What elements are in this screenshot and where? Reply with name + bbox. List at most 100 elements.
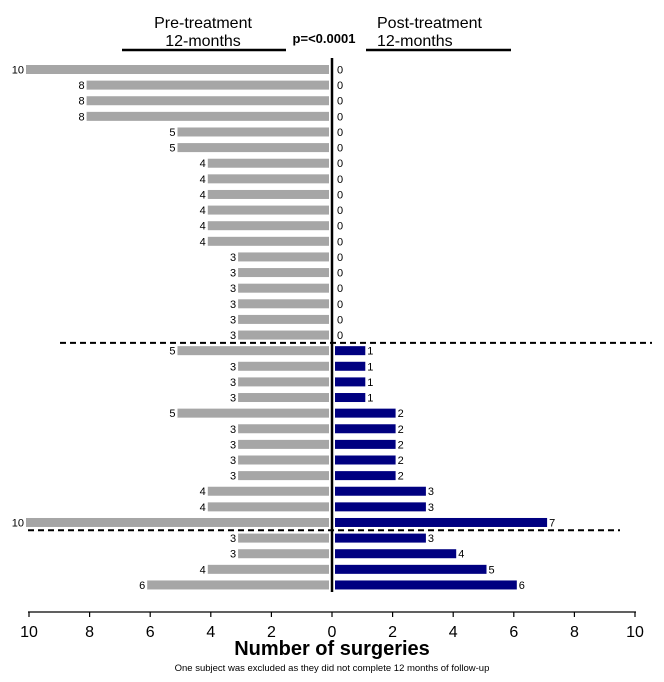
post-treatment-bar bbox=[335, 424, 396, 434]
pre-treatment-value-label: 3 bbox=[230, 377, 236, 389]
post-treatment-value-label: 2 bbox=[398, 471, 404, 483]
pre-treatment-value-label: 3 bbox=[230, 455, 236, 467]
x-tick-label: 8 bbox=[570, 624, 579, 641]
post-treatment-value-label: 0 bbox=[337, 283, 343, 295]
post-treatment-value-label: 0 bbox=[337, 221, 343, 233]
pre-treatment-value-label: 5 bbox=[169, 127, 175, 139]
pre-treatment-bar bbox=[238, 439, 329, 449]
post-treatment-value-label: 0 bbox=[337, 143, 343, 155]
pre-treatment-bar bbox=[207, 221, 329, 231]
post-treatment-value-label: 1 bbox=[367, 377, 373, 389]
pre-treatment-value-label: 4 bbox=[200, 236, 206, 248]
pre-treatment-value-label: 5 bbox=[169, 346, 175, 358]
pre-treatment-bar bbox=[238, 268, 329, 278]
pre-treatment-value-label: 3 bbox=[230, 549, 236, 561]
pre-treatment-bar bbox=[86, 96, 329, 106]
post-treatment-value-label: 2 bbox=[398, 439, 404, 451]
post-treatment-bar bbox=[335, 502, 426, 512]
pre-treatment-bar bbox=[238, 377, 329, 387]
post-treatment-label-line1: Post-treatment bbox=[377, 15, 482, 32]
pre-treatment-bar bbox=[238, 330, 329, 340]
post-treatment-value-label: 0 bbox=[337, 314, 343, 326]
post-treatment-bar bbox=[335, 361, 366, 371]
pre-treatment-value-label: 3 bbox=[230, 439, 236, 451]
pre-treatment-bar bbox=[238, 471, 329, 481]
pre-treatment-bar bbox=[177, 346, 329, 356]
post-treatment-value-label: 3 bbox=[428, 502, 434, 514]
post-treatment-value-label: 0 bbox=[337, 299, 343, 311]
pre-treatment-bar bbox=[238, 252, 329, 262]
post-treatment-value-label: 0 bbox=[337, 158, 343, 170]
pre-treatment-bar bbox=[238, 424, 329, 434]
pre-treatment-bar bbox=[26, 517, 329, 527]
post-treatment-value-label: 2 bbox=[398, 455, 404, 467]
pre-treatment-bar bbox=[207, 236, 329, 246]
x-axis-ticks: 10 8 6 4 2 0 2 4 6 8 10 bbox=[20, 612, 644, 641]
post-treatment-bar bbox=[335, 471, 396, 481]
pre-treatment-bar bbox=[207, 486, 329, 496]
pre-treatment-value-label: 4 bbox=[200, 158, 206, 170]
value-labels-layer: 10 0 8 0 8 0 8 0 5 0 5 0 4 0 4 0 4 0 4 0 4 0 4 0 3 0 3 0 3 0 3 0 3 0 3 0 5 1 3… bbox=[12, 65, 555, 592]
x-tick-label: 10 bbox=[20, 624, 38, 641]
post-treatment-value-label: 0 bbox=[337, 174, 343, 186]
pre-treatment-bar bbox=[207, 158, 329, 168]
x-tick-label: 2 bbox=[267, 624, 276, 641]
post-treatment-bar bbox=[335, 580, 517, 590]
x-tick-label: 0 bbox=[328, 624, 337, 641]
x-tick-label: 4 bbox=[206, 624, 215, 641]
post-treatment-bar bbox=[335, 393, 366, 403]
pre-treatment-value-label: 4 bbox=[200, 189, 206, 201]
x-tick-label: 10 bbox=[626, 624, 644, 641]
post-treatment-value-label: 6 bbox=[519, 580, 525, 592]
pre-treatment-label-line2: 12-months bbox=[165, 33, 241, 50]
post-treatment-bar bbox=[335, 549, 457, 559]
footnote: One subject was excluded as they did not… bbox=[175, 663, 490, 674]
post-treatment-value-label: 0 bbox=[337, 268, 343, 280]
post-treatment-value-label: 3 bbox=[428, 533, 434, 545]
pre-treatment-bar bbox=[238, 314, 329, 324]
post-treatment-value-label: 1 bbox=[367, 361, 373, 373]
post-treatment-label-line2: 12-months bbox=[377, 33, 453, 50]
pre-treatment-bar bbox=[238, 393, 329, 403]
pre-treatment-value-label: 3 bbox=[230, 268, 236, 280]
pre-treatment-label-line1: Pre-treatment bbox=[154, 15, 252, 32]
pre-treatment-value-label: 3 bbox=[230, 424, 236, 436]
pre-treatment-bar bbox=[86, 111, 329, 121]
x-tick-label: 6 bbox=[146, 624, 155, 641]
pre-treatment-value-label: 4 bbox=[200, 174, 206, 186]
pre-treatment-value-label: 3 bbox=[230, 533, 236, 545]
pre-treatment-bar bbox=[86, 80, 329, 90]
post-treatment-value-label: 0 bbox=[337, 330, 343, 342]
post-treatment-value-label: 5 bbox=[489, 564, 495, 576]
bars-layer bbox=[26, 65, 548, 590]
post-treatment-value-label: 0 bbox=[337, 189, 343, 201]
pre-treatment-bar bbox=[177, 408, 329, 418]
pre-treatment-value-label: 8 bbox=[78, 96, 84, 108]
pre-treatment-value-label: 3 bbox=[230, 361, 236, 373]
post-treatment-bar bbox=[335, 346, 366, 356]
post-treatment-value-label: 0 bbox=[337, 205, 343, 217]
pre-treatment-bar bbox=[238, 549, 329, 559]
pre-treatment-value-label: 4 bbox=[200, 221, 206, 233]
post-treatment-value-label: 3 bbox=[428, 486, 434, 498]
post-treatment-bar bbox=[335, 439, 396, 449]
x-tick-label: 2 bbox=[388, 624, 397, 641]
pre-treatment-bar bbox=[207, 564, 329, 574]
x-tick-label: 8 bbox=[85, 624, 94, 641]
post-treatment-bar bbox=[335, 455, 396, 465]
post-treatment-value-label: 2 bbox=[398, 408, 404, 420]
pre-treatment-value-label: 8 bbox=[78, 80, 84, 92]
pre-treatment-bar bbox=[238, 533, 329, 543]
pre-treatment-value-label: 5 bbox=[169, 408, 175, 420]
post-treatment-bar bbox=[335, 564, 487, 574]
pre-treatment-bar bbox=[147, 580, 329, 590]
post-treatment-value-label: 0 bbox=[337, 252, 343, 264]
post-treatment-bar bbox=[335, 517, 548, 527]
pre-treatment-bar bbox=[238, 299, 329, 309]
post-treatment-value-label: 0 bbox=[337, 236, 343, 248]
post-treatment-bar bbox=[335, 486, 426, 496]
pre-treatment-value-label: 3 bbox=[230, 252, 236, 264]
post-treatment-value-label: 1 bbox=[367, 346, 373, 358]
post-treatment-value-label: 1 bbox=[367, 393, 373, 405]
